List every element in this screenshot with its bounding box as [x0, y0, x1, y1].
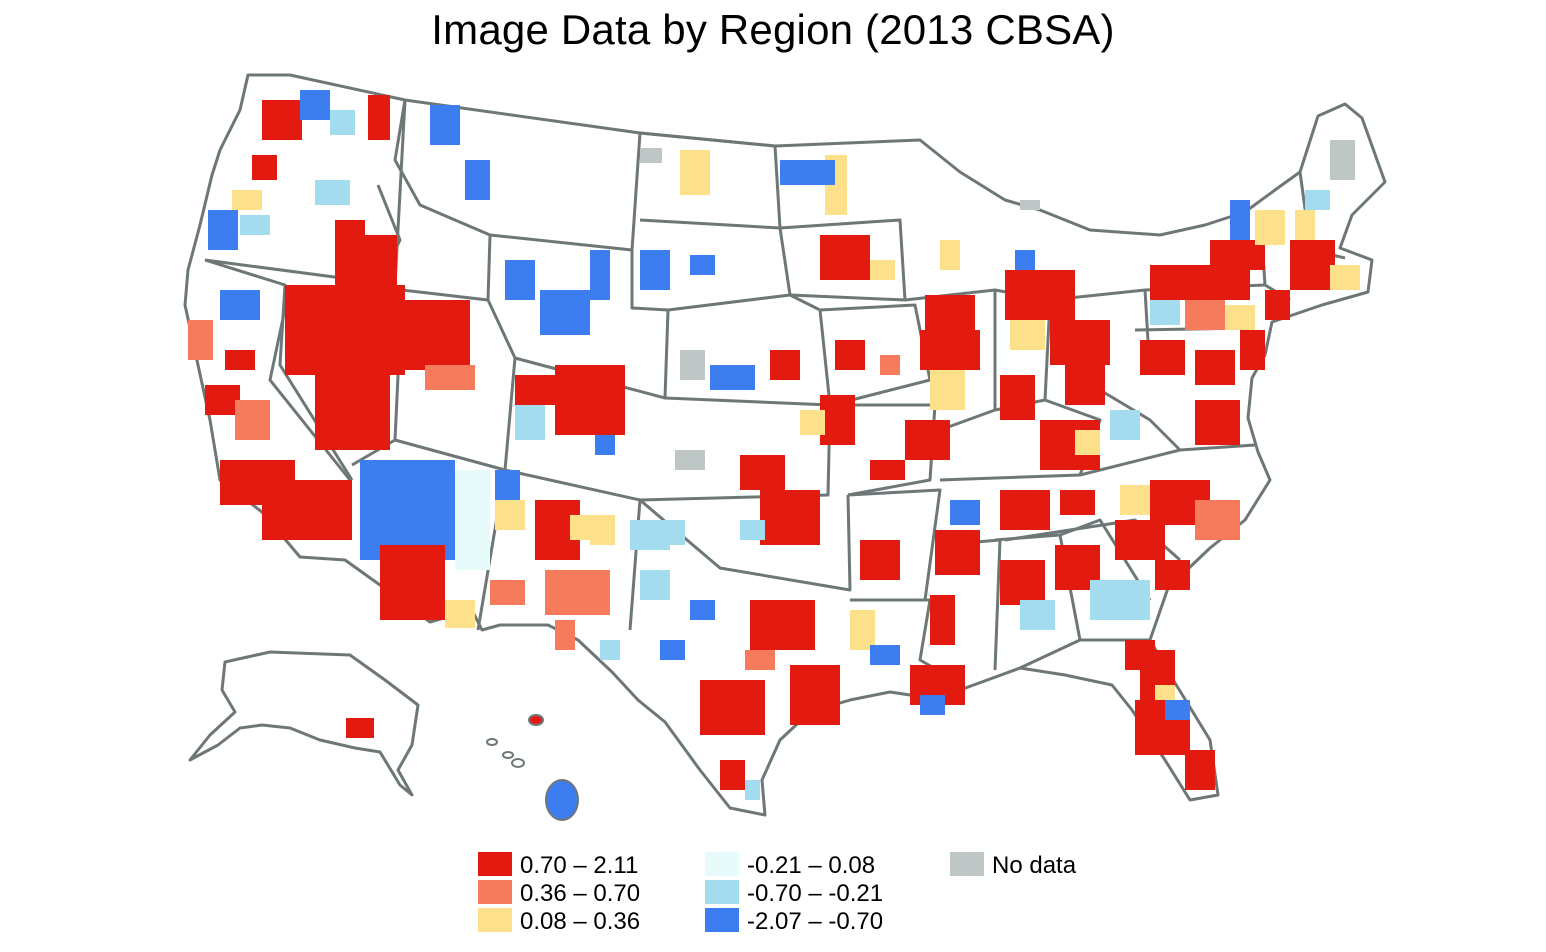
map-legend: 0.70 – 2.11 0.36 – 0.70 0.08 – 0.36 -0.2…	[478, 852, 1118, 942]
legend-label: 0.36 – 0.70	[520, 880, 641, 907]
legend-label: -2.07 – -0.70	[747, 908, 884, 935]
map-title: Image Data by Region (2013 CBSA)	[431, 6, 1115, 53]
legend-item: 0.36 – 0.70	[520, 880, 640, 908]
legend-item: -2.07 – -0.70	[747, 908, 883, 936]
legend-item: -0.21 – 0.08	[747, 852, 875, 880]
legend-swatch-3	[705, 852, 739, 876]
legend-item: No data	[992, 852, 1076, 880]
alaska	[188, 650, 420, 797]
hawaii	[486, 714, 579, 821]
legend-label: No data	[992, 852, 1077, 879]
legend-item: 0.08 – 0.36	[520, 908, 640, 936]
legend-swatch-4	[705, 880, 739, 904]
legend-swatches	[478, 852, 984, 932]
contiguous-us	[183, 73, 1387, 817]
alaska-region	[346, 718, 374, 738]
legend-swatch-2	[478, 908, 512, 932]
legend-label: 0.70 – 2.11	[520, 852, 639, 879]
cbsa-regions	[188, 90, 1360, 800]
legend-swatch-0	[478, 852, 512, 876]
legend-label: -0.70 – -0.21	[747, 880, 884, 907]
legend-label: -0.21 – 0.08	[747, 852, 876, 879]
legend-item: 0.70 – 2.11	[520, 852, 638, 880]
legend-item: -0.70 – -0.21	[747, 880, 883, 908]
legend-swatch-5	[705, 908, 739, 932]
legend-label: 0.08 – 0.36	[520, 908, 641, 935]
legend-swatch-6	[950, 852, 984, 876]
legend-swatch-1	[478, 880, 512, 904]
